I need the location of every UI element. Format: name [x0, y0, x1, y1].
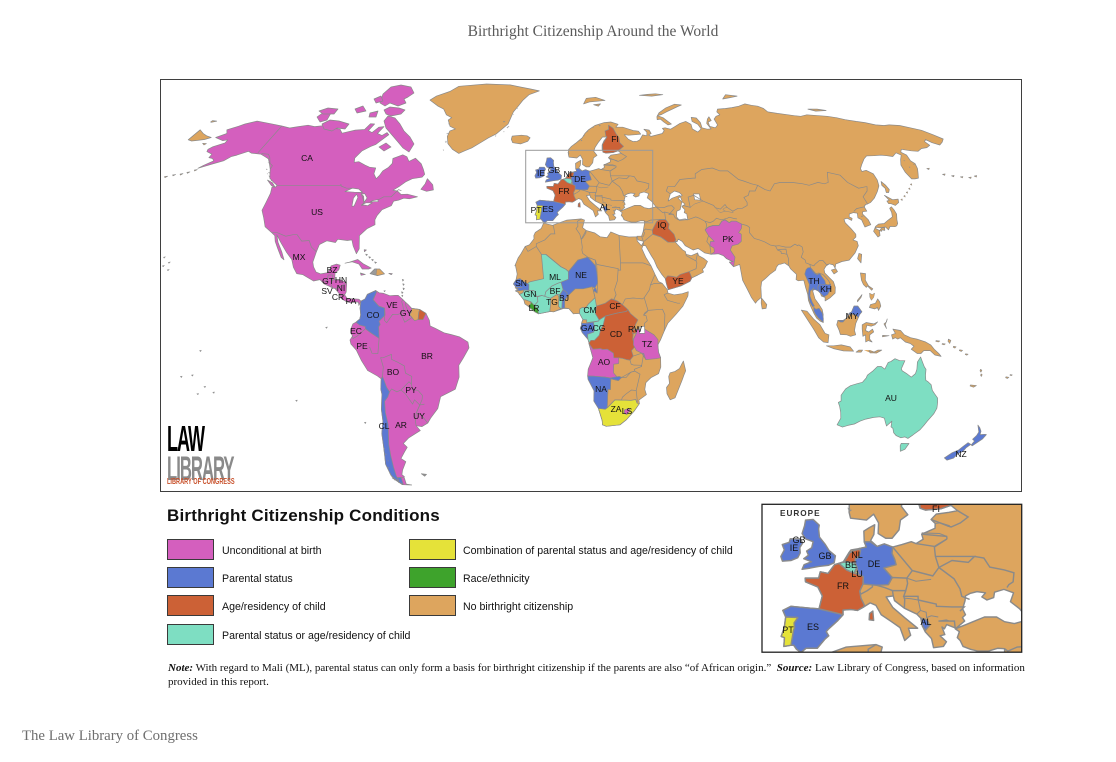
- svg-text:US: US: [311, 207, 323, 217]
- svg-text:SN: SN: [515, 278, 527, 288]
- svg-text:GA: GA: [581, 323, 594, 333]
- svg-text:BJ: BJ: [559, 293, 569, 303]
- svg-text:DE: DE: [868, 559, 881, 569]
- svg-text:NL: NL: [564, 169, 575, 179]
- svg-text:GT: GT: [322, 276, 334, 286]
- svg-text:BR: BR: [421, 351, 433, 361]
- svg-text:PY: PY: [405, 385, 417, 395]
- svg-text:CR: CR: [332, 292, 344, 302]
- svg-text:RW: RW: [628, 324, 642, 334]
- svg-text:CA: CA: [301, 153, 313, 163]
- svg-text:FI: FI: [611, 134, 619, 144]
- svg-text:MX: MX: [293, 252, 306, 262]
- svg-text:IE: IE: [537, 168, 545, 178]
- svg-text:NA: NA: [595, 384, 607, 394]
- svg-text:AL: AL: [600, 202, 611, 212]
- svg-text:FI: FI: [932, 504, 940, 514]
- svg-text:CL: CL: [379, 421, 390, 431]
- svg-text:TG: TG: [546, 297, 558, 307]
- svg-text:GB: GB: [792, 535, 805, 545]
- svg-text:CO: CO: [367, 310, 380, 320]
- svg-text:CM: CM: [583, 305, 596, 315]
- svg-text:IE: IE: [790, 543, 799, 553]
- svg-text:NL: NL: [851, 550, 863, 560]
- svg-text:AU: AU: [885, 393, 897, 403]
- svg-text:FR: FR: [558, 186, 569, 196]
- svg-text:MY: MY: [846, 311, 859, 321]
- svg-text:TH: TH: [808, 276, 819, 286]
- svg-text:LS: LS: [622, 406, 633, 416]
- svg-text:AO: AO: [598, 357, 611, 367]
- svg-text:EC: EC: [350, 326, 362, 336]
- svg-text:LR: LR: [529, 303, 540, 313]
- svg-text:FR: FR: [837, 581, 849, 591]
- svg-text:GB: GB: [818, 551, 831, 561]
- svg-text:NE: NE: [575, 270, 587, 280]
- svg-text:ES: ES: [542, 204, 554, 214]
- svg-text:AR: AR: [395, 420, 407, 430]
- svg-text:DE: DE: [574, 174, 586, 184]
- svg-text:AL: AL: [920, 617, 931, 627]
- svg-text:CD: CD: [610, 329, 622, 339]
- svg-text:SV: SV: [321, 286, 333, 296]
- svg-text:PT: PT: [782, 625, 794, 635]
- svg-text:IQ: IQ: [658, 220, 667, 230]
- svg-text:GB: GB: [548, 165, 561, 175]
- svg-text:GN: GN: [524, 289, 537, 299]
- svg-text:BZ: BZ: [327, 265, 338, 275]
- svg-text:HN: HN: [335, 275, 347, 285]
- svg-text:NI: NI: [337, 283, 346, 293]
- svg-text:YE: YE: [672, 276, 684, 286]
- svg-text:UY: UY: [413, 411, 425, 421]
- svg-text:CG: CG: [593, 323, 606, 333]
- svg-text:VE: VE: [386, 300, 398, 310]
- svg-text:TZ: TZ: [642, 339, 652, 349]
- svg-text:LU: LU: [851, 569, 863, 579]
- svg-text:KH: KH: [820, 284, 832, 294]
- svg-text:ES: ES: [807, 622, 819, 632]
- svg-text:BO: BO: [387, 367, 400, 377]
- svg-text:BF: BF: [550, 286, 561, 296]
- svg-text:GY: GY: [400, 308, 413, 318]
- svg-text:PK: PK: [722, 234, 734, 244]
- svg-text:BE: BE: [845, 560, 857, 570]
- svg-text:ZA: ZA: [611, 404, 622, 414]
- svg-text:NZ: NZ: [955, 449, 966, 459]
- svg-text:PE: PE: [356, 341, 368, 351]
- svg-text:PT: PT: [531, 205, 542, 215]
- svg-text:PA: PA: [346, 296, 357, 306]
- svg-text:CF: CF: [609, 301, 620, 311]
- svg-text:EUROPE: EUROPE: [780, 509, 821, 518]
- svg-text:ML: ML: [549, 272, 561, 282]
